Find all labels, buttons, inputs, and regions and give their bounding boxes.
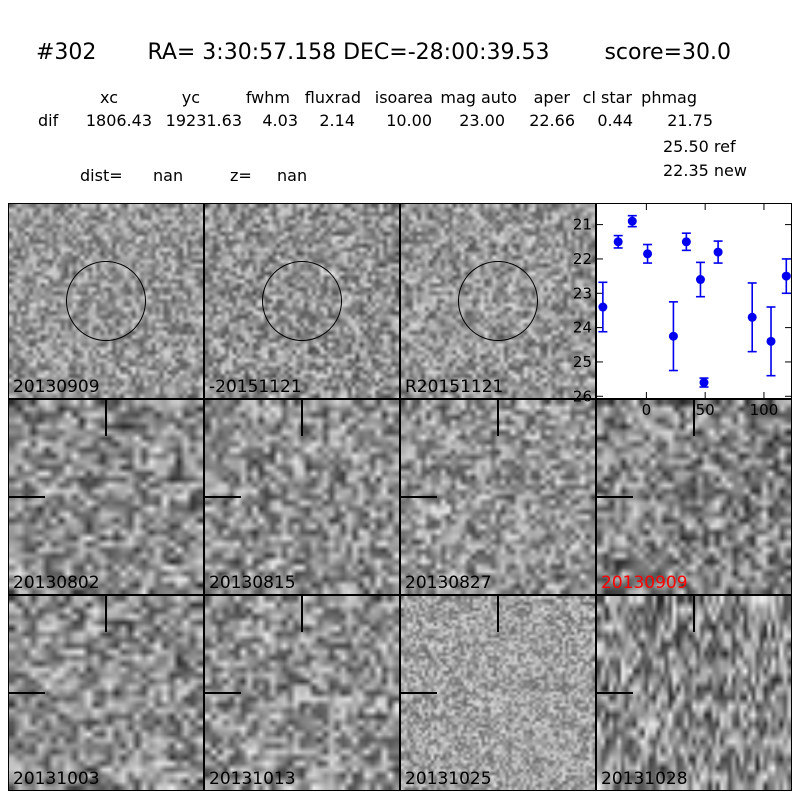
stamp-date-label: 20131025: [405, 769, 492, 790]
crosshair-horizontal: [401, 692, 437, 694]
crosshair-horizontal: [205, 692, 241, 694]
crosshair-vertical: [497, 596, 499, 632]
stamp-new-20130909: 20130909: [8, 203, 204, 399]
col-header-phmag: phmag: [641, 88, 697, 107]
crosshair-vertical: [497, 400, 499, 436]
stamp-20130802: 20130802: [8, 399, 204, 595]
value-yc: 19231.63: [165, 111, 242, 130]
crosshair-horizontal: [9, 496, 45, 498]
col-header-mag-auto: mag auto: [440, 88, 517, 107]
stamp-20131028: 20131028: [596, 595, 792, 791]
crosshair-horizontal: [597, 692, 633, 694]
phmag-ref: 25.50 ref: [663, 137, 736, 156]
stamp-20131013: 20131013: [204, 595, 400, 791]
dist-value: nan: [153, 166, 184, 185]
stamp-date-label: 20130909: [13, 377, 100, 398]
crosshair-vertical: [105, 596, 107, 632]
lightcurve-plot: 21 22 23 24 25 26 0 50 100: [573, 203, 792, 419]
cutout-grid: 20130909 -20151121 R20151121 21 22 23 24 25 2…: [8, 203, 792, 791]
svg-text:0: 0: [642, 401, 652, 419]
figure-title: #302 RA= 3:30:57.158 DEC=-28:00:39.53 sc…: [36, 40, 731, 65]
svg-text:23: 23: [573, 284, 592, 302]
crosshair-horizontal: [597, 496, 633, 498]
crosshair-vertical: [301, 596, 303, 632]
candidate-id: #302: [36, 40, 97, 65]
aperture-circle: [262, 261, 342, 341]
svg-text:25: 25: [573, 353, 592, 371]
stamp-rot-20151121: R20151121: [400, 203, 596, 399]
col-header-cl-star: cl star: [582, 88, 632, 107]
col-header-fwhm: fwhm: [245, 88, 290, 107]
crosshair-vertical: [105, 400, 107, 436]
score: score=30.0: [604, 40, 732, 65]
stamp-date-label: 20130909: [601, 573, 688, 594]
crosshair-vertical: [301, 400, 303, 436]
crosshair-vertical: [693, 596, 695, 632]
crosshair-horizontal: [9, 692, 45, 694]
aperture-circle: [458, 261, 538, 341]
stamp-date-label: 20131003: [13, 769, 100, 790]
svg-text:26: 26: [573, 387, 592, 405]
crosshair-vertical: [693, 400, 695, 436]
col-header-isoarea: isoarea: [374, 88, 433, 107]
value-fwhm: 4.03: [262, 111, 298, 130]
value-cl-star: 0.44: [597, 111, 633, 130]
value-aper: 22.66: [529, 111, 575, 130]
stamp-20130909-detection: 20130909: [596, 399, 792, 595]
svg-text:21: 21: [573, 216, 592, 234]
svg-text:24: 24: [573, 319, 592, 337]
z-value: nan: [277, 166, 308, 185]
stamp-date-label: 20130827: [405, 573, 492, 594]
crosshair-horizontal: [401, 496, 437, 498]
stamp-20130827: 20130827: [400, 399, 596, 595]
dist-label: dist=: [80, 166, 123, 185]
value-phmag: 21.75: [667, 111, 713, 130]
stamp-date-label: 20131028: [601, 769, 688, 790]
svg-text:100: 100: [750, 401, 779, 419]
stamp-20131025: 20131025: [400, 595, 596, 791]
svg-text:50: 50: [696, 401, 715, 419]
stamp-20131003: 20131003: [8, 595, 204, 791]
value-isoarea: 10.00: [386, 111, 432, 130]
stamp-20130815: 20130815: [204, 399, 400, 595]
stamp-date-label: R20151121: [405, 377, 504, 398]
z-label: z=: [230, 166, 252, 185]
aperture-circle: [66, 261, 146, 341]
col-header-xc: xc: [100, 88, 118, 107]
phmag-new: 22.35 new: [663, 161, 747, 180]
value-fluxrad: 2.14: [319, 111, 355, 130]
coordinates: RA= 3:30:57.158 DEC=-28:00:39.53: [147, 40, 550, 65]
stamp-date-label: 20130815: [209, 573, 296, 594]
col-header-aper: aper: [533, 88, 570, 107]
svg-text:22: 22: [573, 250, 592, 268]
value-xc: 1806.43: [85, 111, 152, 130]
stamp-ref-20151121: -20151121: [204, 203, 400, 399]
row-label-dif: dif: [38, 111, 59, 130]
col-header-fluxrad: fluxrad: [304, 88, 361, 107]
crosshair-horizontal: [205, 496, 241, 498]
stamp-date-label: 20131013: [209, 769, 296, 790]
stamp-date-label: 20130802: [13, 573, 100, 594]
stamp-date-label: -20151121: [209, 377, 302, 398]
value-mag-auto: 23.00: [459, 111, 505, 130]
col-header-yc: yc: [181, 88, 200, 107]
